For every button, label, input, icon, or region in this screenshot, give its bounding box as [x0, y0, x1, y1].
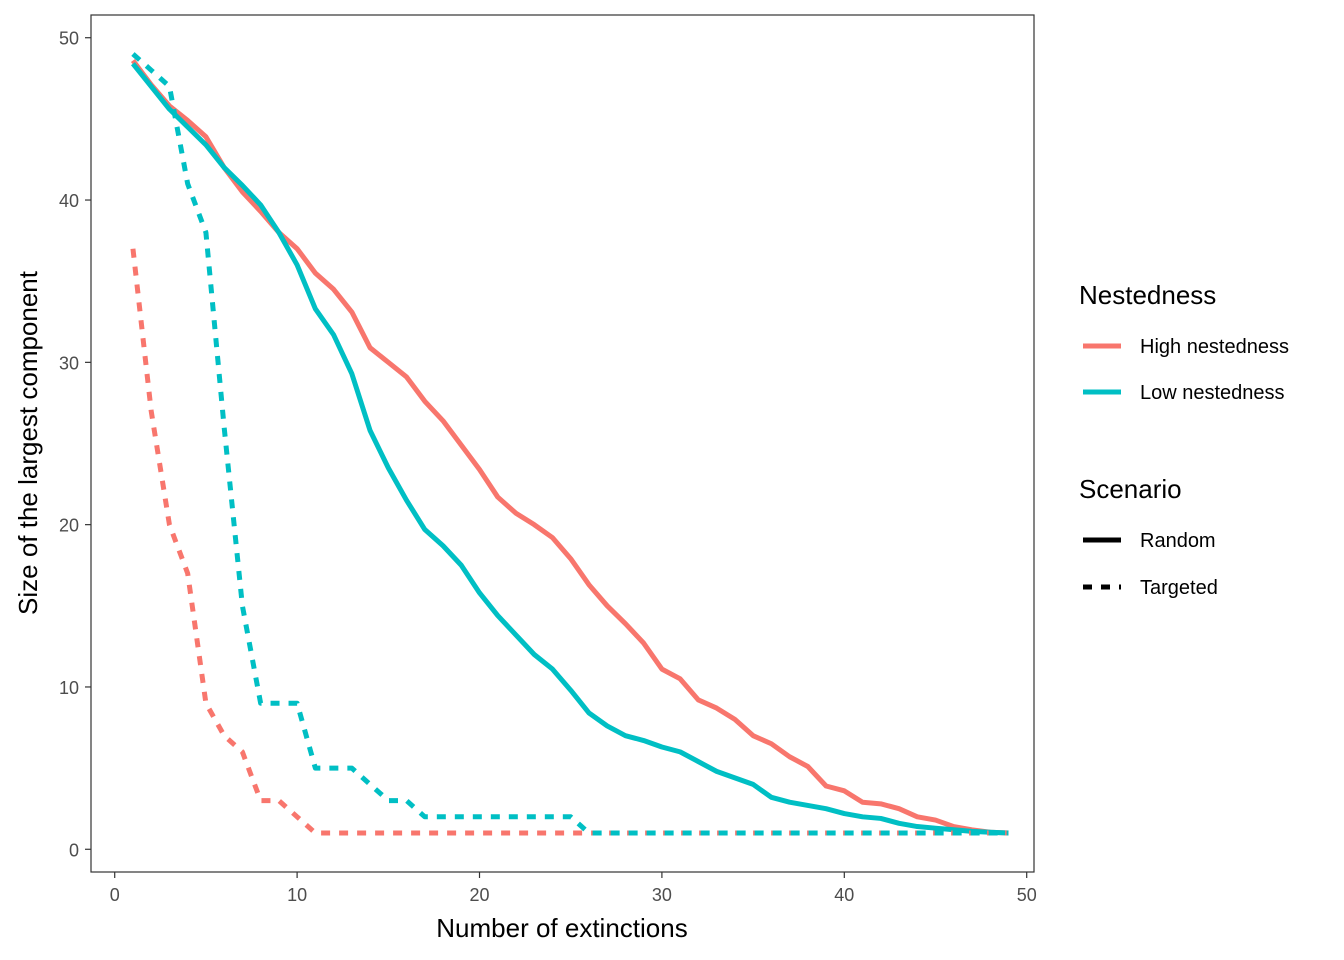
y-tick-label: 30 — [59, 353, 79, 373]
series-line-high-nestedness-targeted — [130, 248, 1009, 836]
legend-label-high-nestedness: High nestedness — [1140, 336, 1289, 358]
legend-label-random: Random — [1140, 530, 1216, 552]
x-tick-label: 30 — [652, 885, 672, 905]
y-tick-label: 20 — [59, 516, 79, 536]
legend-title-nestedness: Nestedness — [1079, 280, 1216, 310]
plot-area — [91, 15, 1034, 872]
series-line-low-nestedness-targeted — [131, 52, 1009, 836]
panel-border — [90, 14, 1035, 873]
legend-scenario: Scenario Random Targeted — [1079, 474, 1218, 599]
series-line-low-nestedness-random — [131, 62, 1009, 836]
y-axis-title: Size of the largest component — [13, 270, 43, 615]
plot-background — [91, 15, 1034, 872]
x-tick-label: 40 — [834, 885, 854, 905]
y-tick-label: 50 — [59, 29, 79, 49]
x-tick-label: 20 — [469, 885, 489, 905]
x-tick-label: 0 — [110, 885, 120, 905]
legend-title-scenario: Scenario — [1079, 474, 1182, 504]
y-tick-label: 40 — [59, 191, 79, 211]
y-tick-label: 0 — [69, 840, 79, 860]
y-tick-label: 10 — [59, 678, 79, 698]
legend-label-targeted: Targeted — [1140, 577, 1218, 599]
x-tick-label: 50 — [1017, 885, 1037, 905]
x-axis-title: Number of extinctions — [436, 913, 687, 943]
legend-nestedness: Nestedness High nestedness Low nestednes… — [1079, 280, 1289, 404]
legend-label-low-nestedness: Low nestedness — [1140, 382, 1285, 404]
axes: 0 10 20 30 40 50 0 10 20 30 40 50 — [59, 14, 1037, 905]
x-tick-label: 10 — [287, 885, 307, 905]
